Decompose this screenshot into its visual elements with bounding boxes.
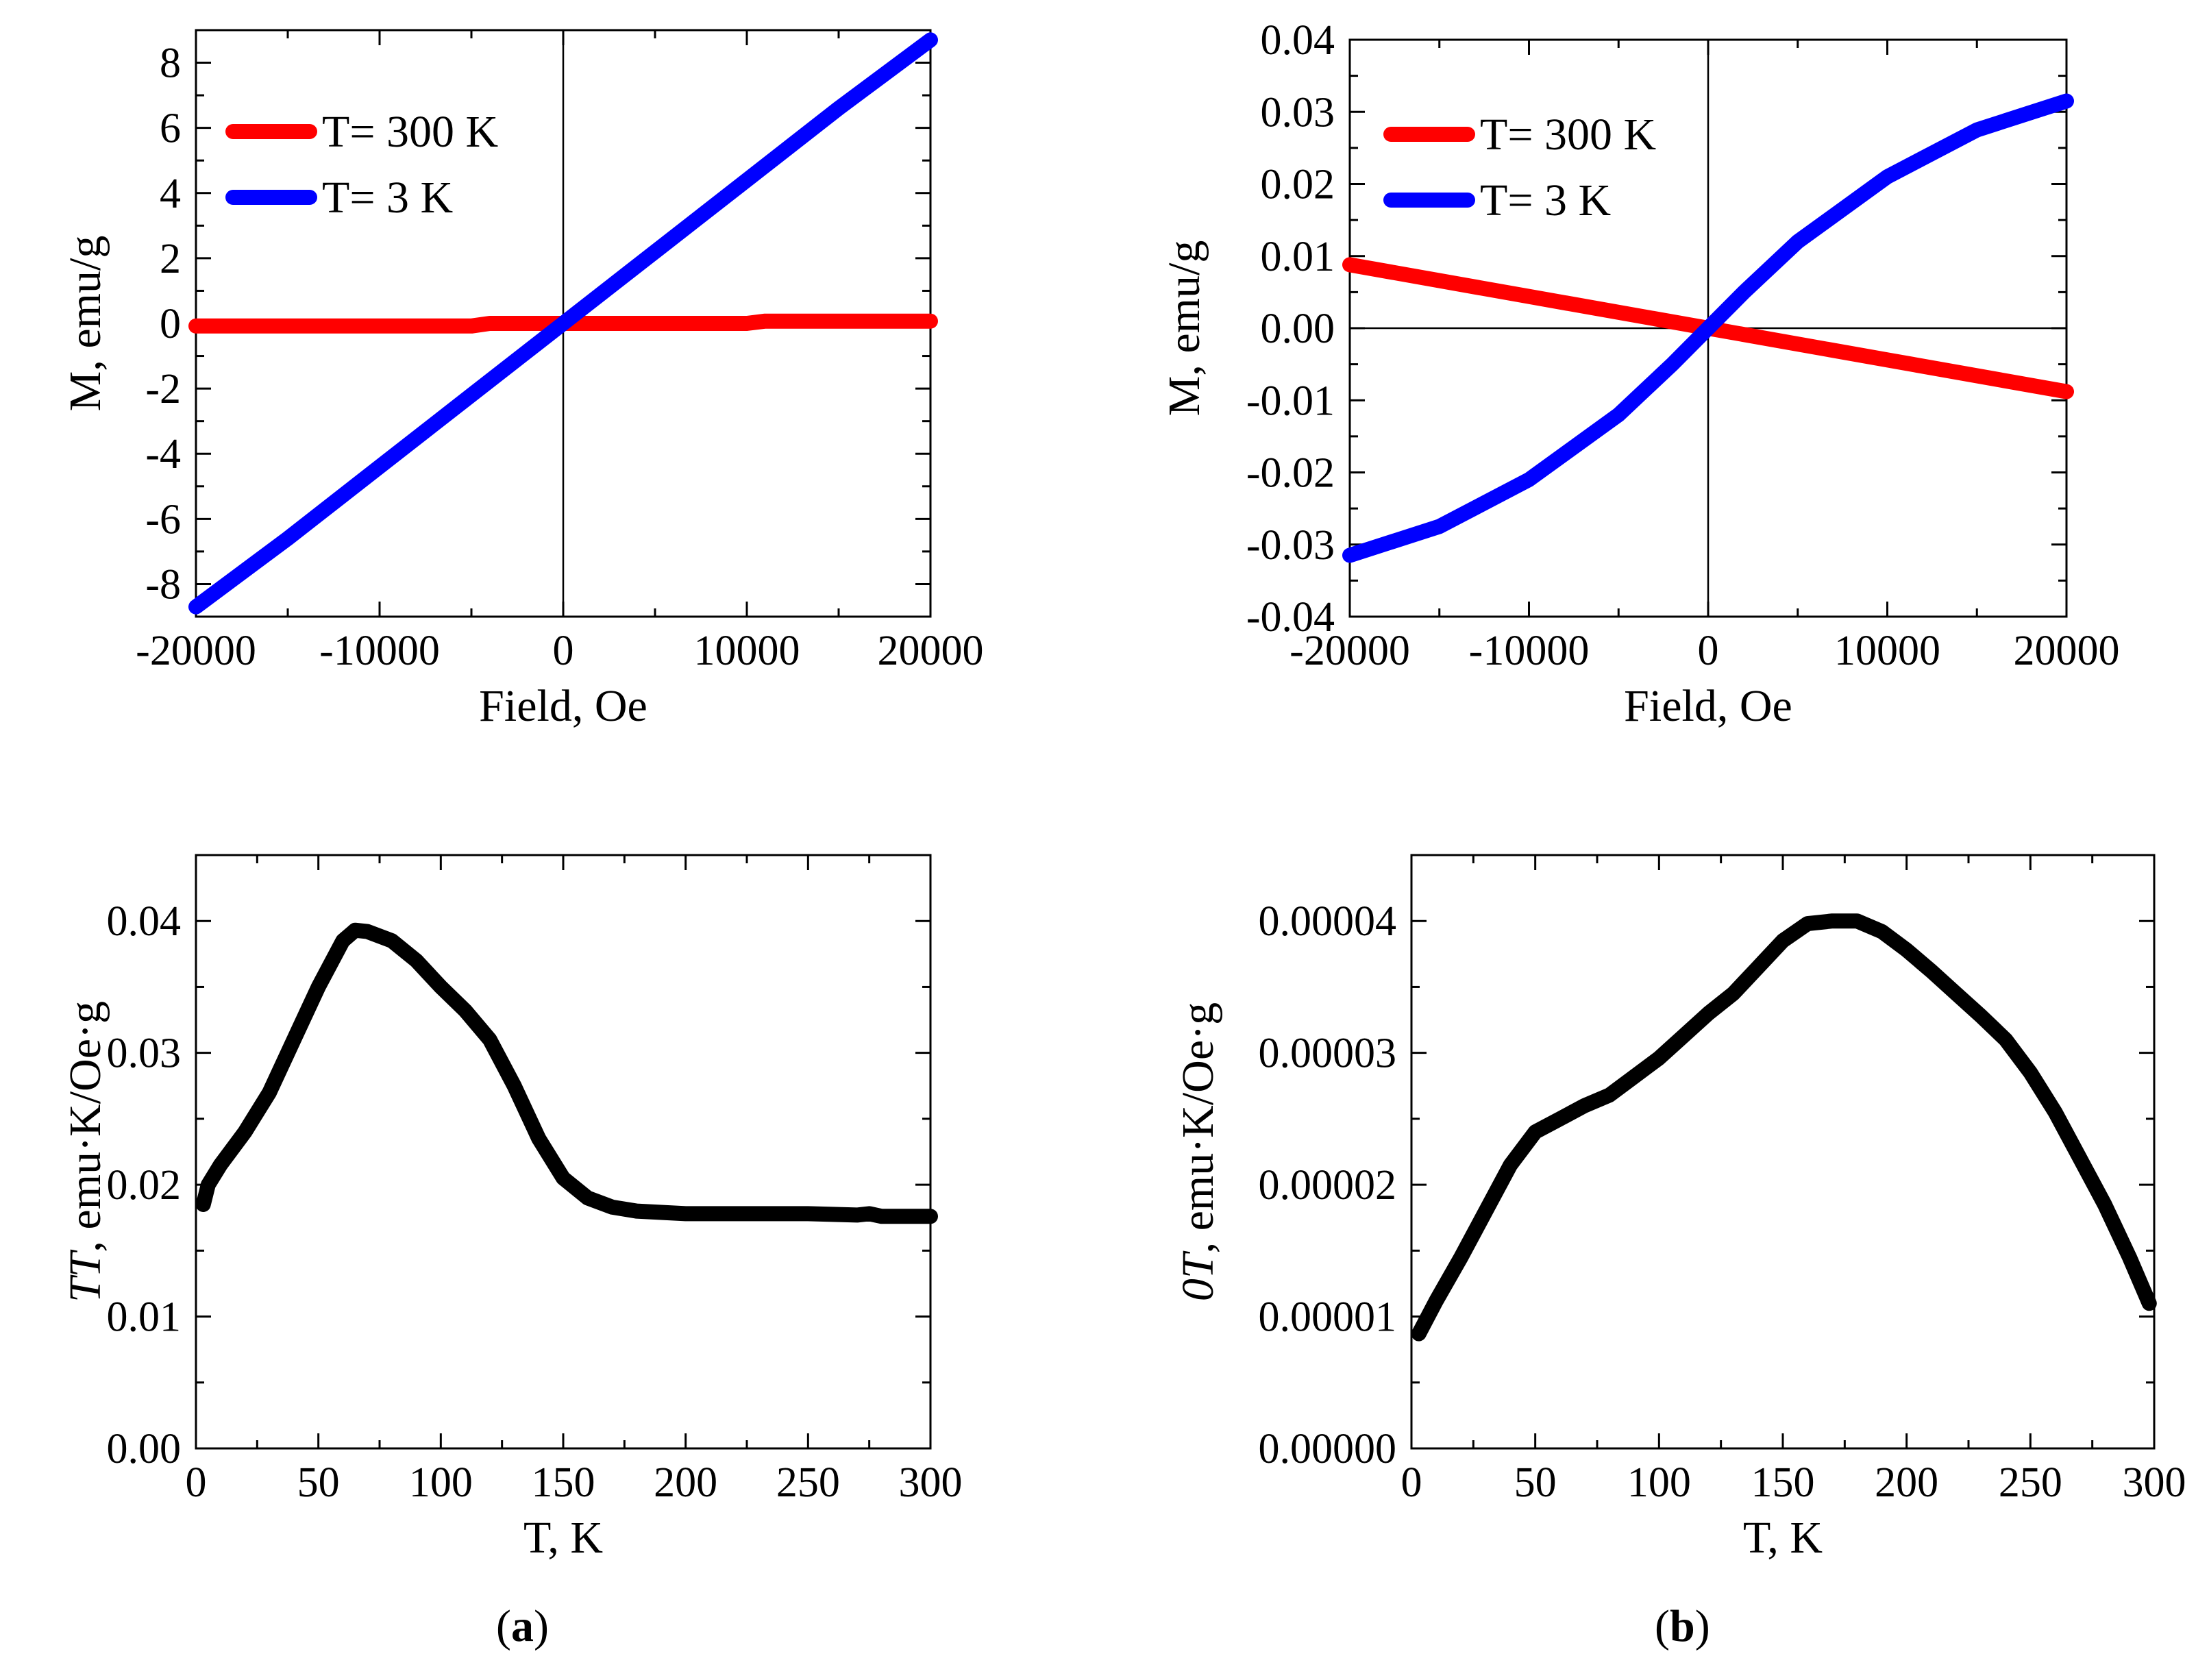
x-tick-label: 0: [1698, 628, 1719, 674]
panel-label-b: (b): [1655, 1601, 1710, 1651]
y-tick-label: 6: [160, 106, 181, 152]
x-axis-label: Field, Oe: [1624, 681, 1792, 731]
y-axis-label-symbol: TT: [60, 1249, 110, 1302]
x-tick-label: -10000: [319, 628, 440, 674]
x-tick-label: 0: [186, 1459, 207, 1506]
y-tick-label: -4: [145, 431, 181, 478]
y-tick-label: 0.01: [107, 1294, 182, 1341]
y-tick-label: -6: [145, 496, 181, 543]
x-tick-label: 250: [776, 1459, 840, 1506]
x-axis-label: T, K: [523, 1513, 603, 1563]
series-line-1: [195, 922, 938, 1224]
y-tick-label: 0.00000: [1259, 1426, 1397, 1472]
y-tick-label: -0.02: [1246, 450, 1335, 497]
x-tick-label: 50: [1514, 1459, 1557, 1506]
legend-label: T= 300 K: [322, 107, 498, 157]
x-axis-label: Field, Oe: [479, 681, 647, 731]
y-tick-label: 8: [160, 40, 181, 87]
plot-frame: [195, 854, 932, 1450]
y-tick-label: 0.02: [107, 1162, 182, 1209]
y-tick-label: 4: [160, 171, 181, 217]
x-tick-label: 10000: [694, 628, 800, 674]
y-axis-label: M, emu/g: [1159, 240, 1209, 417]
y-axis-label-unit: , emu·K/Oe·g: [60, 1001, 110, 1252]
x-axis-label: T, K: [1743, 1513, 1823, 1563]
y-tick-label: 0.04: [1261, 17, 1335, 64]
y-axis-label-symbol: 0T: [1173, 1250, 1223, 1301]
y-tick-label: 0.02: [1261, 162, 1335, 208]
y-axis-label: 0T, emu·K/Oe·g: [1173, 1002, 1223, 1301]
x-tick-label: 20000: [878, 628, 984, 674]
y-axis-label: TT, emu·K/Oe·g: [60, 1001, 110, 1302]
x-tick-label: -20000: [1289, 628, 1410, 674]
legend-label: T= 300 K: [1480, 110, 1656, 160]
chart-top-right: -20000 -10000 0 10000 20000 -0.04 -0.03 -0.02 -0…: [1159, 17, 2120, 731]
chart-bottom-left: 0 50 100 150 200 250 300 0.00 0.01 0.02 0.03 0.04 T,…: [60, 854, 963, 1563]
x-tick-label: 50: [297, 1459, 340, 1506]
panel-label-a: (a): [496, 1601, 549, 1651]
x-tick-label: 150: [1751, 1459, 1815, 1506]
x-tick-label: 200: [1875, 1459, 1938, 1506]
x-tick-label: 300: [2123, 1459, 2186, 1506]
series-line-2: [188, 32, 938, 615]
legend-label: T= 3 K: [1480, 175, 1611, 225]
x-tick-label: 100: [1627, 1459, 1691, 1506]
y-tick-label: 0.03: [1261, 89, 1335, 136]
series-line-1: [1411, 913, 2157, 1342]
series-line-2: [1342, 93, 2074, 563]
x-tick-label: -10000: [1469, 628, 1590, 674]
y-tick-label: 0.00003: [1259, 1030, 1397, 1077]
y-tick-label: 0.04: [107, 898, 182, 945]
y-tick-label: 0.03: [107, 1030, 182, 1077]
y-tick-label: 0.01: [1261, 234, 1335, 280]
y-tick-label: 0.00: [1261, 306, 1335, 352]
x-tick-label: 300: [899, 1459, 963, 1506]
x-tick-label: -20000: [136, 628, 256, 674]
y-tick-label: 2: [160, 236, 181, 282]
y-tick-label: -8: [145, 561, 181, 608]
y-tick-label: 0.00: [107, 1426, 182, 1472]
x-tick-label: 0: [1401, 1459, 1422, 1506]
x-tick-label: 20000: [2014, 628, 2120, 674]
y-tick-label: 0.00001: [1259, 1294, 1397, 1341]
y-tick-label: 0.00002: [1259, 1162, 1397, 1209]
chart-top-left: -20000 -10000 0 10000 20000 -8 -6 -4 -2 0 2 4 6 8 Fiel…: [60, 29, 984, 731]
x-tick-label: 250: [1999, 1459, 2062, 1506]
legend-label: T= 3 K: [322, 173, 453, 223]
y-axis-label: M, emu/g: [60, 236, 110, 412]
x-tick-label: 0: [553, 628, 574, 674]
x-tick-label: 100: [409, 1459, 473, 1506]
y-tick-label: -0.01: [1246, 378, 1335, 424]
y-tick-label: -2: [145, 366, 181, 412]
x-tick-label: 200: [654, 1459, 717, 1506]
chart-bottom-right: 0 50 100 150 200 250 300 0.00000 0.00001 0.00002 0…: [1173, 854, 2186, 1563]
y-tick-label: -0.04: [1246, 594, 1335, 641]
x-tick-label: 10000: [1834, 628, 1940, 674]
y-tick-label: 0.00004: [1259, 898, 1397, 945]
y-tick-label: 0: [160, 301, 181, 347]
x-tick-label: 150: [532, 1459, 595, 1506]
y-tick-label: -0.03: [1246, 522, 1335, 569]
y-axis-label-unit: , emu·K/Oe·g: [1173, 1002, 1223, 1254]
